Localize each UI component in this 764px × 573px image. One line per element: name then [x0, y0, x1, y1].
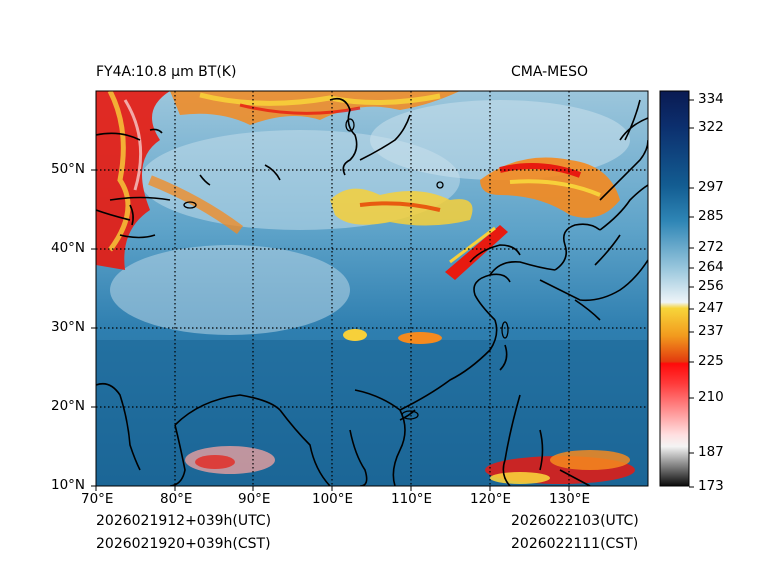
lat-label: 10°N — [51, 477, 86, 493]
lon-label: 80°E — [160, 491, 193, 507]
colorbar-label: 285 — [698, 208, 724, 224]
lat-label: 20°N — [51, 398, 86, 414]
colorbar-label: 237 — [698, 323, 724, 339]
coastlines — [96, 97, 648, 486]
lat-label: 30°N — [51, 319, 86, 335]
map-frame — [95, 90, 649, 487]
lon-label: 110°E — [391, 491, 433, 507]
lat-label: 50°N — [51, 161, 86, 177]
lon-label: 130°E — [549, 491, 591, 507]
lon-label: 70°E — [81, 491, 114, 507]
map-title: FY4A:10.8 µm BT(K) — [96, 64, 237, 80]
colorbar-ticks — [689, 99, 694, 488]
model-name: CMA-MESO — [511, 64, 589, 80]
colorbar-label: 210 — [698, 389, 724, 405]
valid-time-utc: 2026022103(UTC) — [511, 513, 639, 529]
colorbar-label: 187 — [698, 444, 724, 460]
init-time-utc: 2026021912+039h(UTC) — [96, 513, 272, 529]
map-imagery — [96, 91, 648, 486]
gridlines — [96, 91, 648, 486]
colorbar-label: 247 — [698, 300, 724, 316]
colorbar-label: 334 — [698, 91, 724, 107]
colorbar-label: 173 — [698, 478, 724, 494]
init-time-cst: 2026021920+039h(CST) — [96, 536, 271, 552]
colorbar-label: 272 — [698, 239, 724, 255]
colorbar-label: 264 — [698, 259, 724, 275]
valid-time-cst: 2026022111(CST) — [511, 536, 639, 552]
lon-label: 90°E — [238, 491, 271, 507]
lon-label: 100°E — [312, 491, 354, 507]
lon-label: 120°E — [470, 491, 512, 507]
lat-label: 40°N — [51, 240, 86, 256]
colorbar-label: 297 — [698, 179, 724, 195]
colorbar-label: 322 — [698, 119, 724, 135]
colorbar — [660, 91, 689, 486]
colorbar-label: 256 — [698, 278, 724, 294]
colorbar-label: 225 — [698, 353, 724, 369]
